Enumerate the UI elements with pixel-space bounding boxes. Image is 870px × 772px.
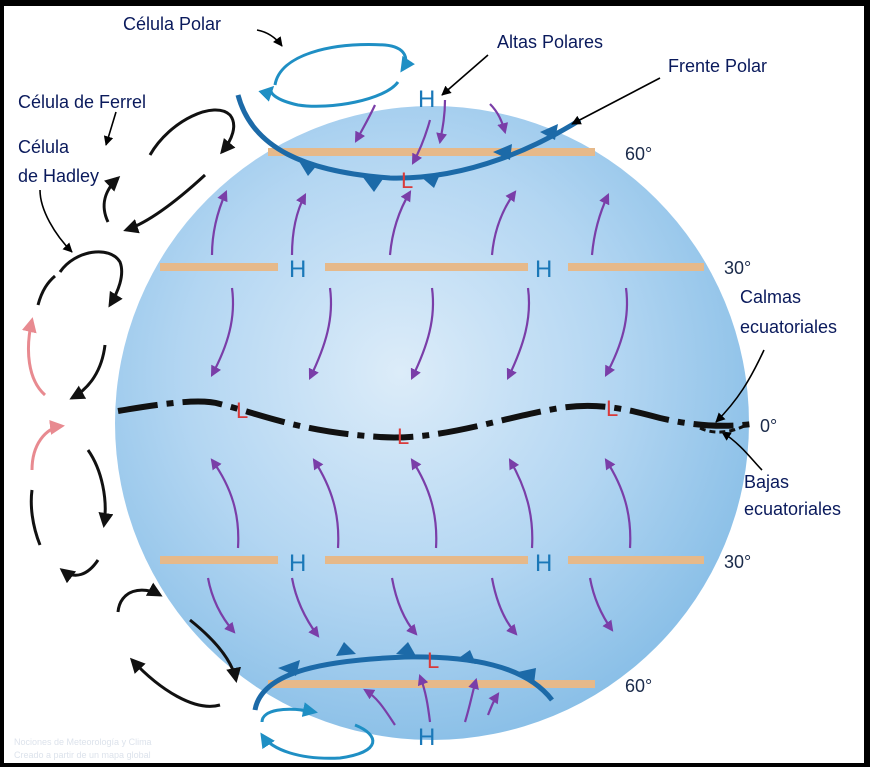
equatorial-trough-line [117, 398, 753, 441]
label-calmas-line1: Calmas [740, 287, 801, 307]
parallels [160, 148, 704, 688]
label-celula-hadley-line2: de Hadley [18, 166, 99, 186]
wind-arrow [390, 577, 418, 636]
wind-arrow [312, 458, 340, 549]
low-equatorial-west: L [236, 398, 248, 423]
latitude-0: 0° [760, 416, 777, 436]
high-subtropical-north-east: H [535, 256, 552, 283]
label-bajas-line2: ecuatoriales [744, 499, 841, 519]
frame-border-right [864, 0, 870, 767]
wind-arrow [388, 190, 412, 256]
wind-arrow [588, 577, 614, 632]
watermark-line2: Creado a partir de un mapa global [14, 750, 151, 760]
wind-arrow [210, 189, 228, 256]
frame-border-top [0, 0, 870, 6]
wind-arrow [290, 193, 307, 256]
wind-arrow [489, 103, 508, 135]
latitude-30-south: 30° [724, 552, 751, 572]
label-pointers [39, 29, 765, 471]
wind-arrow [604, 287, 629, 377]
wind-arrow [410, 458, 438, 549]
frame-border-bottom [0, 763, 870, 767]
wind-arrow [506, 287, 531, 380]
label-frente-polar: Frente Polar [668, 56, 767, 76]
equatorial-calm-marker [699, 422, 749, 434]
high-altas-polares-south: H [418, 724, 435, 751]
latitude-60-north: 60° [625, 144, 652, 164]
globe [115, 106, 749, 740]
label-celula-polar: Célula Polar [123, 14, 221, 34]
wind-arrow [410, 287, 435, 380]
wind-arrow [490, 577, 518, 636]
latitude-30-north: 30° [724, 258, 751, 278]
wind-arrow [436, 99, 448, 145]
wind-arrows [206, 99, 632, 726]
ferrel-cell-north [102, 108, 236, 234]
ferrel-cell-south [116, 582, 241, 708]
watermark-line1: Nociones de Meteorología y Clima [14, 737, 152, 747]
wind-arrow [417, 673, 432, 723]
wind-arrow [604, 458, 632, 549]
high-subtropical-south-east: H [535, 550, 552, 577]
label-bajas-line1: Bajas [744, 472, 789, 492]
hadley-cell-north [21, 250, 124, 400]
wind-arrow [354, 104, 376, 143]
wind-arrow [206, 577, 236, 634]
label-celula-hadley-line1: Célula [18, 137, 70, 157]
label-celula-ferrel: Célula de Ferrel [18, 92, 146, 112]
wind-arrow [210, 287, 235, 377]
wind-arrow [290, 577, 320, 638]
polar-front-north [235, 94, 582, 192]
wind-arrow [308, 287, 333, 380]
low-polar-north: L [401, 168, 413, 193]
polar-cell-north [258, 43, 415, 108]
low-equatorial-east: L [606, 396, 618, 421]
label-calmas-line2: ecuatoriales [740, 317, 837, 337]
hadley-cell-south [29, 419, 114, 584]
wind-arrow [486, 692, 500, 716]
wind-arrow [508, 458, 534, 549]
latitude-60-south: 60° [625, 676, 652, 696]
wind-arrow [363, 688, 396, 726]
high-subtropical-north-west: H [289, 256, 306, 283]
high-altas-polares-north: H [418, 86, 435, 113]
high-subtropical-south-west: H [289, 550, 306, 577]
low-polar-south: L [427, 648, 439, 673]
wind-arrow [590, 193, 610, 256]
polar-front-south [252, 642, 554, 711]
low-equatorial-center: L [397, 424, 409, 449]
polar-cell-south [260, 702, 375, 760]
label-altas-polares: Altas Polares [497, 32, 603, 52]
wind-arrow [490, 190, 517, 256]
wind-arrow [210, 458, 240, 549]
wind-arrow [463, 677, 479, 723]
frame-border-left [0, 0, 4, 767]
wind-arrow [411, 119, 432, 165]
